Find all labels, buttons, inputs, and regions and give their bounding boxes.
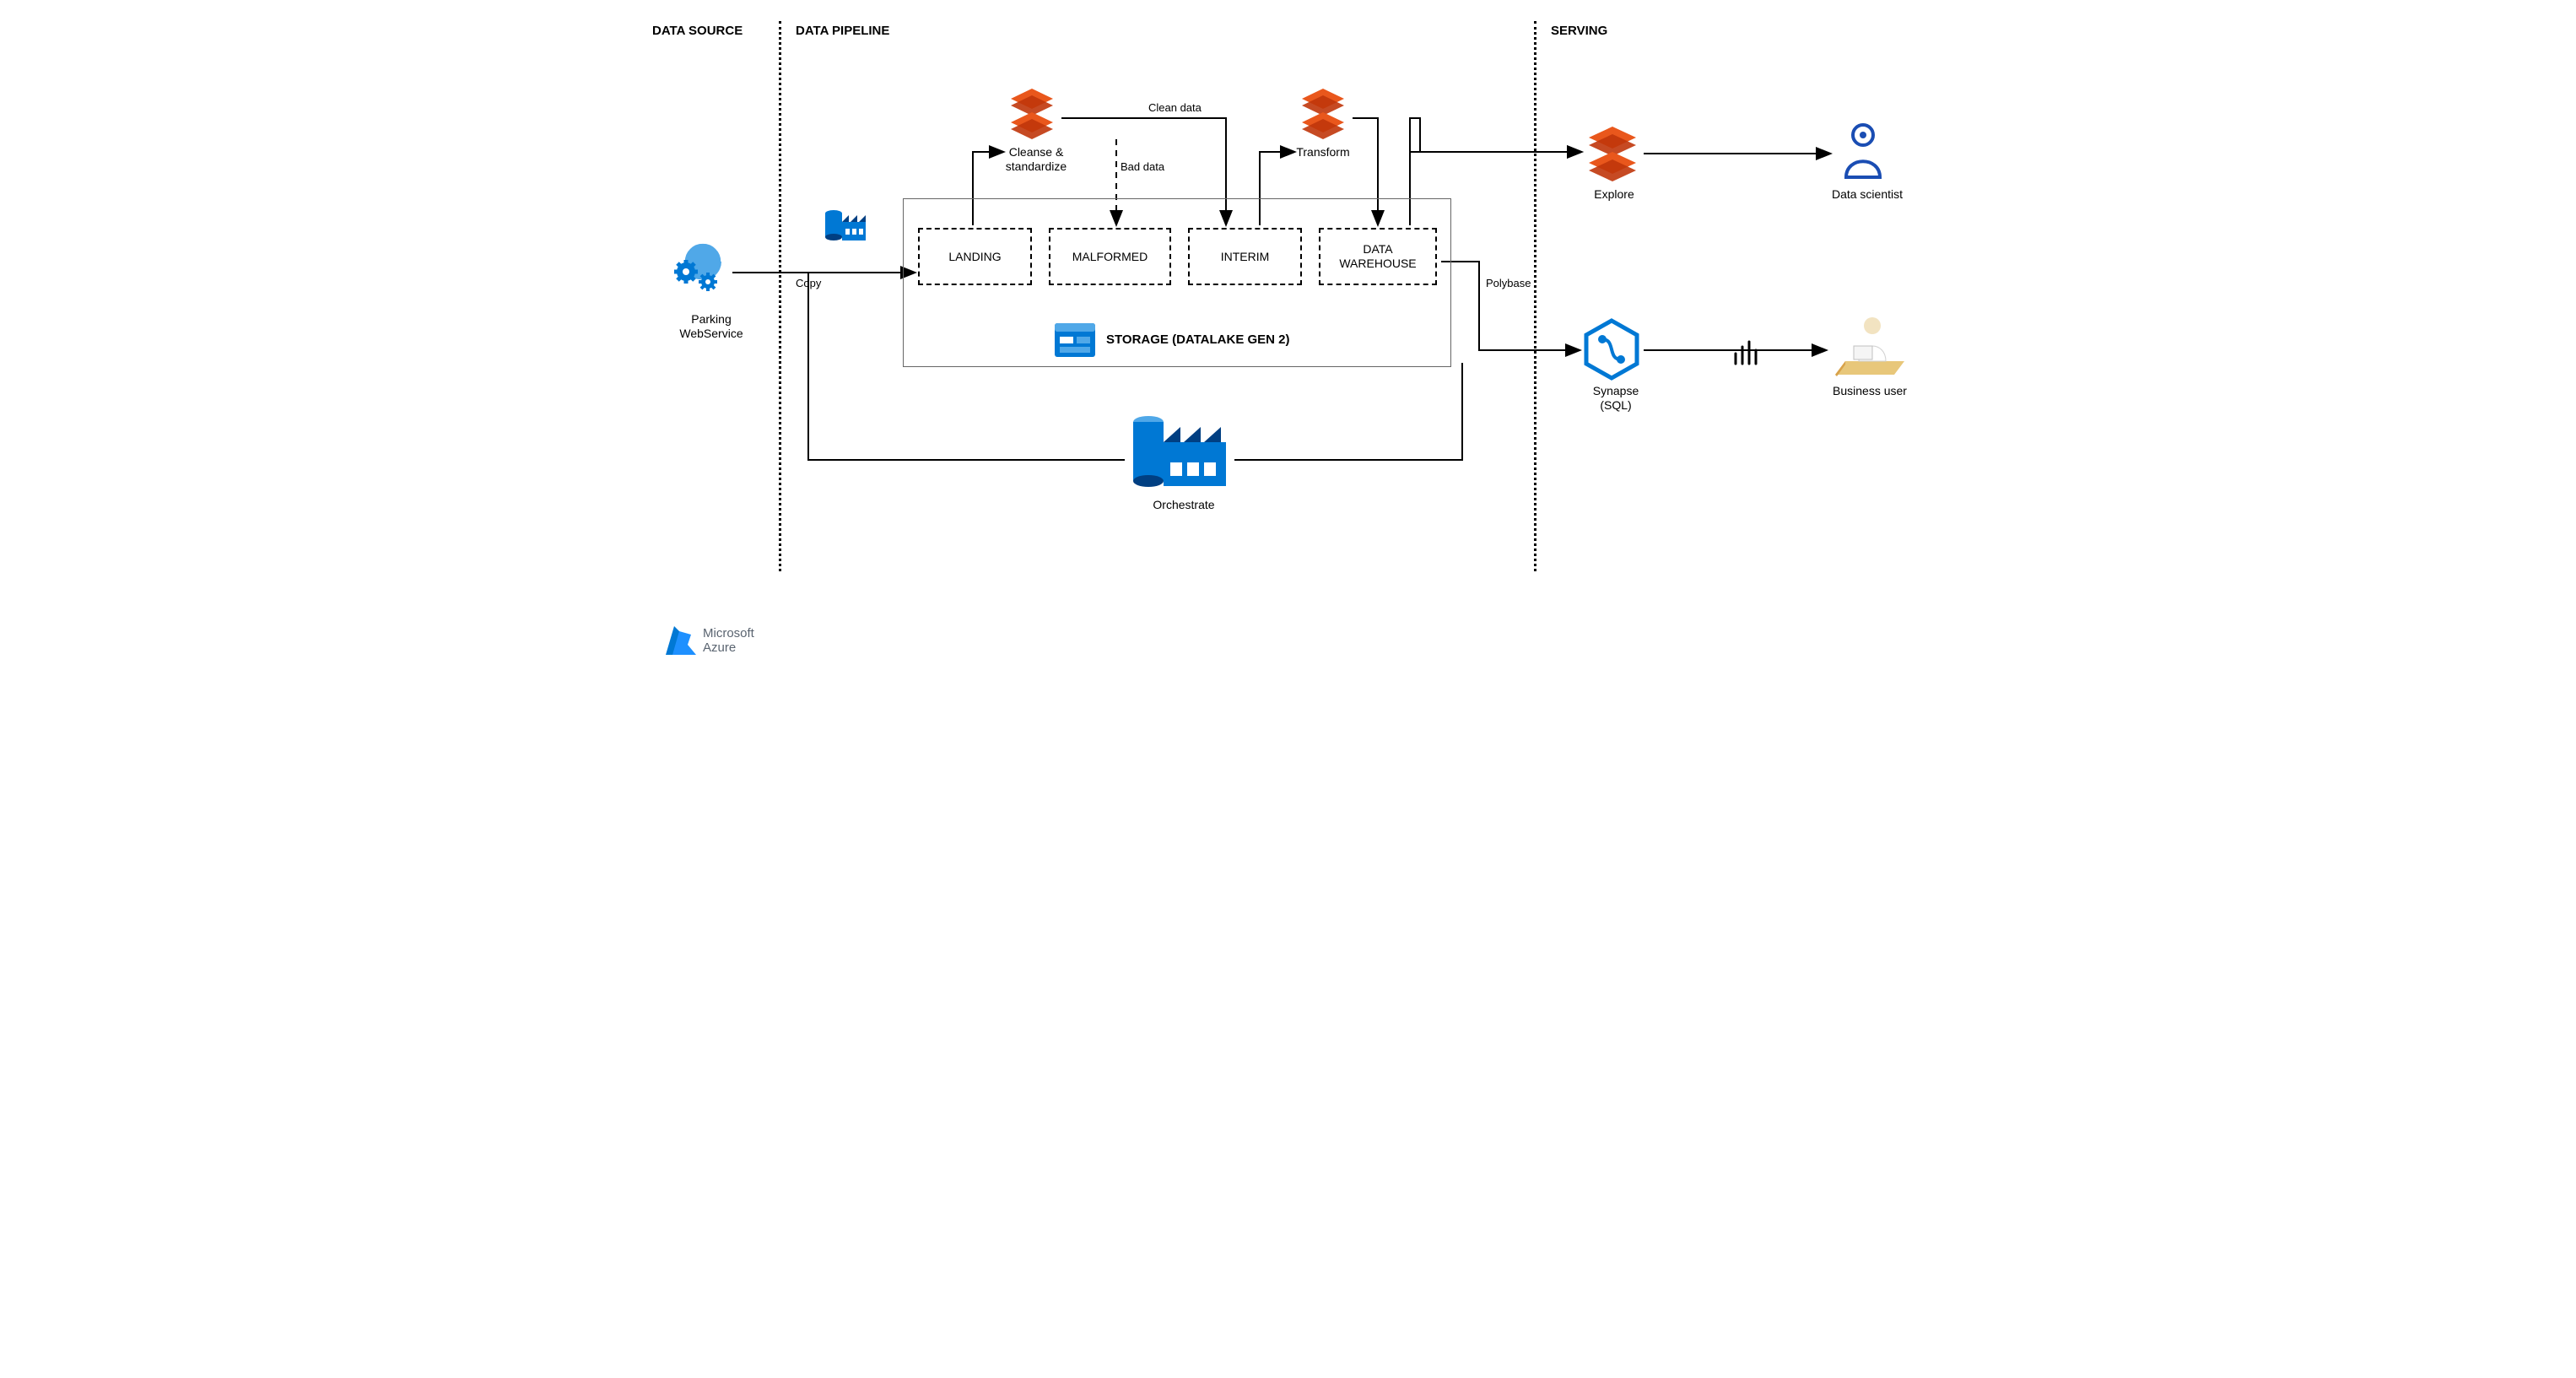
power-bi-icon (1736, 342, 1756, 364)
explore-label: Explore (1580, 187, 1648, 202)
databricks-transform-icon (1302, 89, 1344, 139)
databricks-cleanse-icon (1011, 89, 1053, 139)
zone-data-warehouse: DATAWAREHOUSE (1319, 228, 1437, 285)
edge-to-explore (1410, 118, 1580, 152)
business-user-label: Business user (1823, 384, 1916, 398)
section-serving: SERVING (1551, 24, 1607, 38)
cleanse-label: Cleanse &standardize (994, 145, 1078, 174)
zone-interim: INTERIM (1188, 228, 1302, 285)
business-user-icon (1835, 317, 1904, 376)
azure-logo-icon (662, 623, 698, 658)
databricks-explore-icon (1589, 127, 1636, 181)
divider-2 (1534, 21, 1536, 571)
data-scientist-icon (1846, 125, 1880, 177)
edge-clean-label: Clean data (1148, 101, 1202, 114)
synapse-icon (1586, 321, 1637, 378)
synapse-label: Synapse(SQL) (1582, 384, 1650, 413)
parking-webservice-icon (674, 243, 728, 291)
divider-1 (779, 21, 781, 571)
brand-line2: Azure (703, 640, 754, 655)
architecture-diagram: DATA SOURCE DATA PIPELINE SERVING (644, 0, 1932, 689)
edge-bad-label: Bad data (1121, 160, 1164, 173)
orchestrate-icon (1133, 416, 1226, 487)
section-data-pipeline: DATA PIPELINE (796, 24, 889, 38)
edge-copy-label: Copy (796, 277, 821, 289)
data-scientist-label: Data scientist (1821, 187, 1914, 202)
parking-label: ParkingWebService (661, 312, 762, 341)
orchestrate-label: Orchestrate (1137, 498, 1230, 512)
zone-landing: LANDING (918, 228, 1032, 285)
brand-line1: Microsoft (703, 626, 754, 640)
zone-malformed: MALFORMED (1049, 228, 1171, 285)
data-factory-small-icon (825, 210, 866, 240)
edge-polybase (1441, 262, 1579, 350)
storage-title: STORAGE (DATALAKE GEN 2) (1106, 332, 1290, 347)
edge-orchestrate-right (1234, 363, 1462, 460)
section-data-source: DATA SOURCE (652, 24, 743, 38)
transform-label: Transform (1285, 145, 1361, 159)
edge-polybase-label: Polybase (1486, 277, 1531, 289)
azure-brand: Microsoft Azure (662, 623, 754, 658)
